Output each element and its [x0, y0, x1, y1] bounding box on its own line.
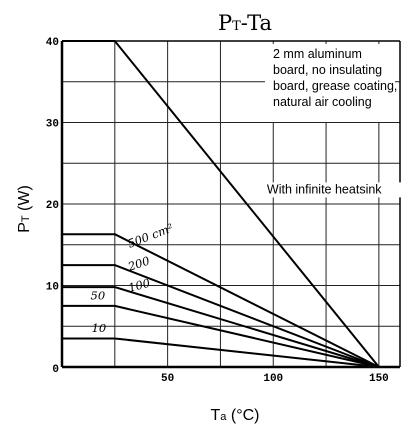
y-tick-label: 40: [46, 37, 59, 49]
x-tick-label: 100: [263, 373, 283, 385]
series-line: [62, 233, 380, 368]
chart-title: PT-Ta: [218, 11, 272, 35]
y-tick-label: 30: [46, 119, 59, 131]
curve-label: With infinite heatsink: [267, 182, 382, 196]
chart-title-main: P: [218, 11, 232, 35]
series-line: [62, 264, 380, 368]
y-axis-label-sub: T: [20, 215, 32, 222]
x-tick-label: 150: [369, 373, 389, 385]
annotation-line: natural air cooling: [273, 95, 372, 109]
chart-title-sub: T: [232, 19, 241, 34]
annotation: 2 mm aluminum board, no insulating board…: [273, 47, 401, 109]
curve-label: 10: [92, 321, 107, 335]
y-axis-label: PT (W): [16, 185, 33, 233]
annotation-line: 2 mm aluminum: [273, 47, 362, 61]
y-tick-label: 10: [46, 282, 59, 294]
x-axis-label-main: T: [211, 407, 221, 424]
origin-tick-label: 0: [52, 364, 59, 376]
series-line: [62, 286, 380, 368]
series-line: [62, 304, 380, 368]
curve-label: 100: [127, 276, 152, 295]
x-tick-label: 50: [161, 373, 174, 385]
curve-label: 50: [91, 288, 106, 302]
curve-label-background: [263, 182, 416, 198]
annotation-line: board, grease coating,: [273, 79, 397, 93]
curve-label: 200: [125, 254, 151, 274]
y-tick-label: 20: [46, 200, 59, 212]
x-axis-label: Ta (°C): [211, 407, 260, 424]
y-axis-label-rest: (W): [16, 185, 33, 215]
x-axis-label-sub: a: [220, 411, 227, 423]
annotation-box: [265, 44, 395, 122]
tick-labels: 50 100 150 0 10 20 30 40: [46, 37, 389, 385]
x-axis-label-rest: (°C): [226, 407, 259, 424]
axes: [60, 40, 401, 369]
annotation-line: board, no insulating: [273, 63, 382, 77]
chart-title-rest: -Ta: [241, 11, 272, 35]
y-axis-label-main: P: [16, 222, 33, 233]
series-line: [62, 337, 380, 368]
